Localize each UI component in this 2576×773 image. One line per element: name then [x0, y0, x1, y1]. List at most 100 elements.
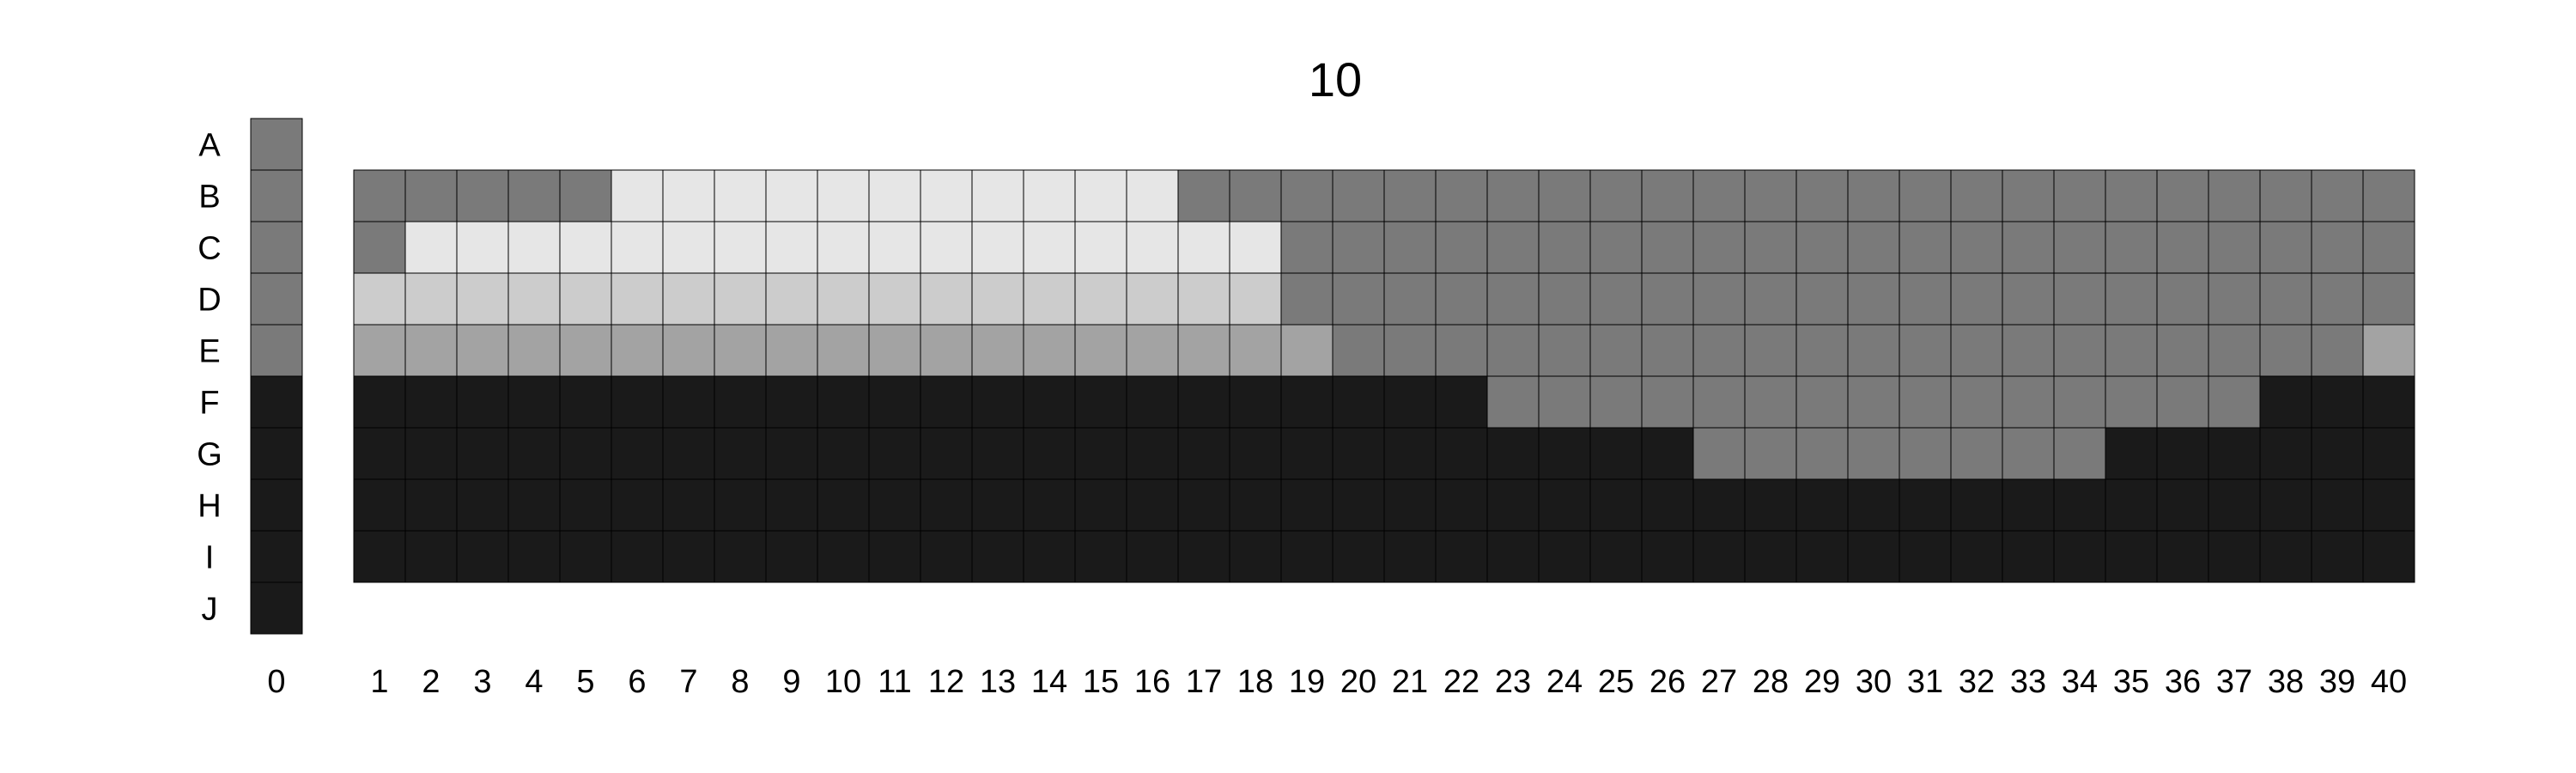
heatmap-cell-b-32: [1950, 169, 2003, 222]
heatmap-cell-g-33: [2002, 427, 2055, 480]
heatmap-cell-f-40: [2362, 375, 2415, 429]
heatmap-cell-i-25: [1589, 530, 1643, 583]
heatmap-cell-c-31: [1899, 221, 1952, 274]
heatmap-cell-h-20: [1332, 478, 1385, 532]
heatmap-cell-c-30: [1847, 221, 1900, 274]
heatmap-cell-b-15: [1074, 169, 1127, 222]
heatmap-cell-g-2: [404, 427, 458, 480]
heatmap-cell-d-18: [1229, 272, 1282, 326]
heatmap-cell-f-36: [2156, 375, 2209, 429]
heatmap-cell-b-10: [817, 169, 870, 222]
heatmap-cell-c-5: [559, 221, 612, 274]
heatmap-cell-e-25: [1589, 324, 1643, 377]
heatmap-cell-d-40: [2362, 272, 2415, 326]
heatmap-cell-i-20: [1332, 530, 1385, 583]
heatmap-cell-g-39: [2311, 427, 2364, 480]
reference-cell-a: [250, 118, 303, 171]
heatmap-cell-h-8: [714, 478, 767, 532]
heatmap-cell-i-16: [1126, 530, 1179, 583]
column-label-15: 15: [1083, 664, 1119, 700]
heatmap-cell-e-6: [611, 324, 664, 377]
heatmap-cell-e-8: [714, 324, 767, 377]
heatmap-cell-c-33: [2002, 221, 2055, 274]
heatmap-cell-i-19: [1280, 530, 1334, 583]
heatmap-cell-d-14: [1023, 272, 1076, 326]
heatmap-cell-b-5: [559, 169, 612, 222]
heatmap-cell-i-31: [1899, 530, 1952, 583]
heatmap-cell-h-6: [611, 478, 664, 532]
heatmap-cell-f-8: [714, 375, 767, 429]
heatmap-cell-e-33: [2002, 324, 2055, 377]
heatmap-cell-f-9: [765, 375, 818, 429]
heatmap-cell-h-38: [2259, 478, 2312, 532]
heatmap-cell-c-6: [611, 221, 664, 274]
heatmap-cell-d-4: [507, 272, 561, 326]
heatmap-cell-b-21: [1383, 169, 1437, 222]
heatmap-cell-b-25: [1589, 169, 1643, 222]
heatmap-cell-b-4: [507, 169, 561, 222]
heatmap-cell-g-28: [1744, 427, 1797, 480]
heatmap-cell-h-33: [2002, 478, 2055, 532]
heatmap-cell-d-16: [1126, 272, 1179, 326]
heatmap-cell-b-39: [2311, 169, 2364, 222]
heatmap-cell-f-24: [1538, 375, 1591, 429]
heatmap-cell-d-30: [1847, 272, 1900, 326]
heatmap-cell-d-28: [1744, 272, 1797, 326]
heatmap-cell-d-34: [2053, 272, 2106, 326]
heatmap-cell-g-29: [1795, 427, 1849, 480]
heatmap-cell-h-32: [1950, 478, 2003, 532]
heatmap-cell-f-4: [507, 375, 561, 429]
heatmap-cell-d-2: [404, 272, 458, 326]
heatmap-cell-b-22: [1435, 169, 1488, 222]
heatmap-cell-i-35: [2105, 530, 2158, 583]
heatmap-cell-e-15: [1074, 324, 1127, 377]
heatmap-cell-i-24: [1538, 530, 1591, 583]
heatmap-cell-c-4: [507, 221, 561, 274]
heatmap-cell-d-24: [1538, 272, 1591, 326]
row-label-g: G: [197, 437, 222, 473]
heatmap-cell-c-24: [1538, 221, 1591, 274]
heatmap-cell-i-13: [971, 530, 1024, 583]
heatmap-cell-e-39: [2311, 324, 2364, 377]
heatmap-cell-h-31: [1899, 478, 1952, 532]
heatmap-cell-i-22: [1435, 530, 1488, 583]
heatmap-cell-d-20: [1332, 272, 1385, 326]
heatmap-cell-d-11: [868, 272, 921, 326]
heatmap-cell-g-17: [1177, 427, 1230, 480]
heatmap-cell-i-5: [559, 530, 612, 583]
heatmap-cell-i-40: [2362, 530, 2415, 583]
heatmap-cell-h-15: [1074, 478, 1127, 532]
heatmap-cell-g-34: [2053, 427, 2106, 480]
heatmap-cell-g-6: [611, 427, 664, 480]
heatmap-cell-h-22: [1435, 478, 1488, 532]
heatmap-cell-e-16: [1126, 324, 1179, 377]
heatmap-cell-h-40: [2362, 478, 2415, 532]
heatmap-cell-g-25: [1589, 427, 1643, 480]
heatmap-cell-d-21: [1383, 272, 1437, 326]
heatmap-cell-b-8: [714, 169, 767, 222]
heatmap-cell-g-32: [1950, 427, 2003, 480]
heatmap-cell-g-8: [714, 427, 767, 480]
heatmap-cell-c-13: [971, 221, 1024, 274]
heatmap-cell-c-2: [404, 221, 458, 274]
heatmap-cell-c-28: [1744, 221, 1797, 274]
heatmap-cell-i-27: [1692, 530, 1746, 583]
heatmap-cell-g-10: [817, 427, 870, 480]
heatmap-cell-d-29: [1795, 272, 1849, 326]
heatmap-cell-b-34: [2053, 169, 2106, 222]
heatmap-cell-c-40: [2362, 221, 2415, 274]
row-label-f: F: [199, 386, 219, 422]
heatmap-cell-h-25: [1589, 478, 1643, 532]
heatmap-cell-g-20: [1332, 427, 1385, 480]
heatmap-cell-i-33: [2002, 530, 2055, 583]
heatmap-cell-i-29: [1795, 530, 1849, 583]
heatmap-cell-b-29: [1795, 169, 1849, 222]
reference-cell-d: [250, 272, 303, 326]
heatmap-cell-e-12: [920, 324, 973, 377]
heatmap-cell-c-38: [2259, 221, 2312, 274]
column-label-17: 17: [1186, 664, 1222, 700]
heatmap-cell-i-26: [1641, 530, 1694, 583]
heatmap-cell-i-4: [507, 530, 561, 583]
heatmap-cell-h-27: [1692, 478, 1746, 532]
heatmap-cell-g-40: [2362, 427, 2415, 480]
